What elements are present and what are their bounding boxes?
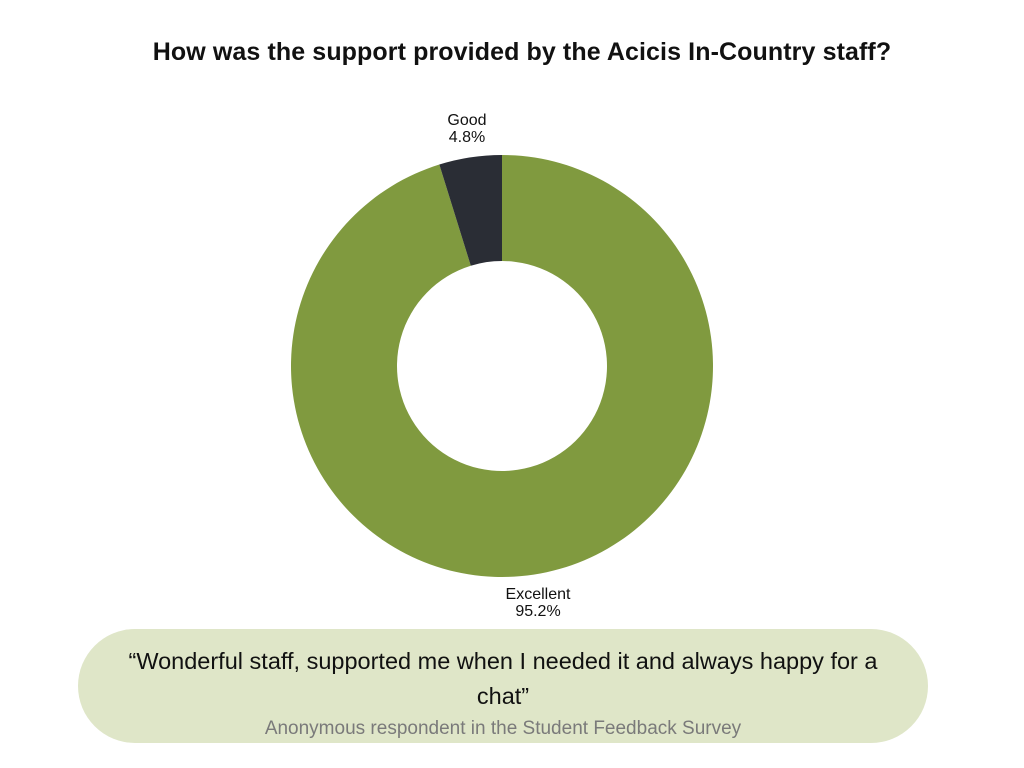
donut-slice-excellent (290, 155, 713, 577)
quote-box: “Wonderful staff, supported me when I ne… (78, 629, 928, 743)
quote-source: Anonymous respondent in the Student Feed… (264, 718, 742, 739)
slice-label-excellent-value: 95.2% (515, 603, 561, 620)
slice-label-good-name: Good (447, 112, 487, 129)
donut-chart-svg (290, 155, 713, 577)
donut-chart: Good 4.8% Excellent 95.2% (290, 112, 713, 620)
slice-label-excellent: Excellent 95.2% (478, 586, 598, 620)
chart-title: How was the support provided by the Acic… (152, 38, 892, 66)
slice-label-good: Good 4.8% (407, 112, 527, 146)
slice-label-good-value: 4.8% (448, 129, 486, 146)
slice-label-excellent-name: Excellent (505, 586, 571, 603)
donut-slice-good (439, 155, 502, 266)
quote-text: “Wonderful staff, supported me when I ne… (128, 648, 878, 709)
